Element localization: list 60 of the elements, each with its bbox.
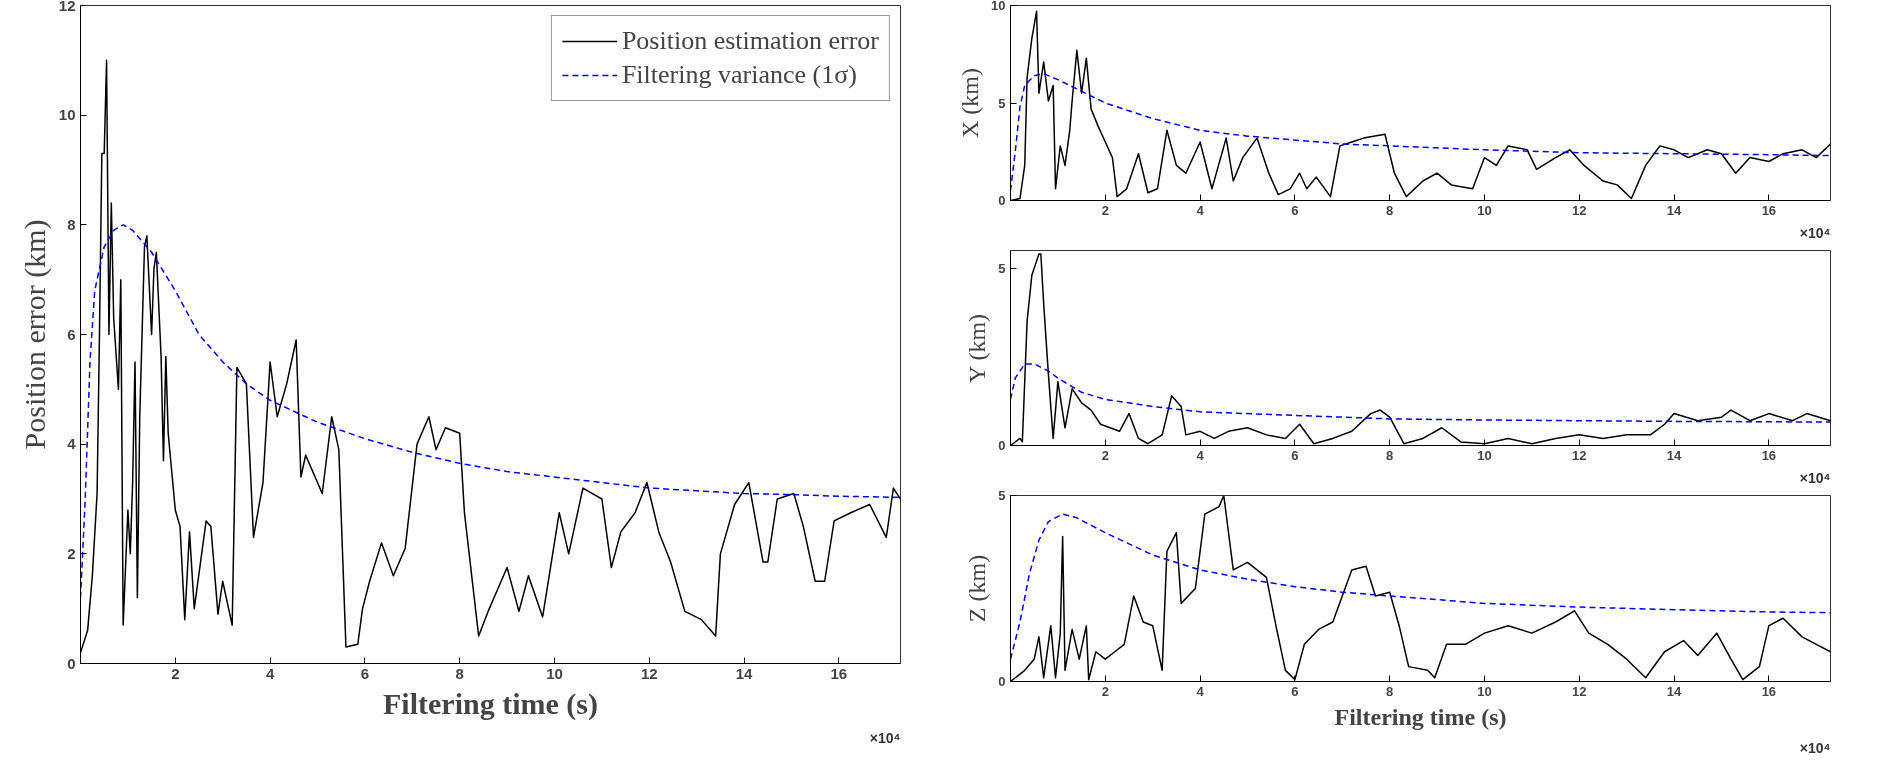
text: ×10⁴ — [1799, 224, 1831, 241]
y-tick-label: 0 — [998, 674, 1006, 689]
y-tick-label: 8 — [67, 215, 76, 233]
text: ×10⁴ — [869, 729, 901, 746]
x-tick-label: 2 — [1101, 683, 1109, 699]
y-tick-label: 0 — [998, 438, 1006, 453]
x-tick-label: 16 — [1761, 202, 1777, 218]
y-tick-label: 0 — [67, 654, 76, 672]
x-tick-label: 8 — [1386, 447, 1394, 463]
x-tick-label: 2 — [1101, 202, 1109, 218]
x-tick-label: 2 — [1101, 447, 1109, 463]
line-series — [1010, 513, 1831, 660]
y-axis-title: Position error (km) — [17, 219, 52, 450]
y-tick-label: 6 — [67, 325, 76, 343]
x-tick-label: 12 — [1572, 683, 1587, 699]
x-tick-label: 6 — [1291, 202, 1299, 218]
legend-label: Filtering variance (1σ) — [621, 60, 857, 90]
x-axis-title: Filtering time (s) — [1334, 703, 1507, 730]
x-axis-title: Filtering time (s) — [383, 686, 598, 721]
line-series — [1010, 73, 1831, 192]
x-tick-label: 8 — [1386, 683, 1394, 699]
x-tick-label: 4 — [1196, 447, 1205, 463]
x-tick-label: 6 — [1291, 447, 1299, 463]
y-tick-label: 0 — [998, 193, 1006, 208]
x-tick-label: 16 — [1761, 683, 1777, 699]
x-tick-label: 8 — [1386, 202, 1394, 218]
x-tick-label: 10 — [1477, 202, 1492, 218]
y-tick-label: 12 — [58, 0, 76, 14]
y-axis-title: X (km) — [957, 68, 984, 138]
x-tick-label: 16 — [1761, 447, 1777, 463]
y-tick-label: 10 — [58, 106, 76, 124]
y-axis-title: Z (km) — [964, 554, 991, 623]
legend-label: Position estimation error — [621, 26, 879, 56]
x-tick-label: 10 — [1477, 447, 1492, 463]
text: ×10⁴ — [1799, 469, 1831, 486]
x-tick-label: 2 — [171, 664, 180, 682]
x-tick-label: 4 — [1196, 202, 1205, 218]
y-tick-label: 10 — [991, 0, 1006, 13]
x-tick-label: 12 — [640, 664, 658, 682]
x-tick-label: 6 — [1291, 683, 1299, 699]
x-tick-label: 16 — [830, 664, 848, 682]
x-tick-label: 12 — [1572, 447, 1587, 463]
x-tick-label: 4 — [265, 664, 275, 682]
y-axis-title: Y (km) — [964, 313, 991, 383]
x-tick-label: 6 — [360, 664, 370, 682]
x-tick-label: 14 — [1666, 683, 1683, 699]
line-series — [1010, 363, 1831, 423]
y-tick-label: 2 — [67, 544, 76, 562]
x-tick-label: 14 — [1666, 202, 1683, 218]
x-tick-label: 14 — [1666, 447, 1683, 463]
text: ×10⁴ — [1799, 739, 1831, 756]
y-tick-label: 5 — [998, 260, 1006, 276]
x-tick-label: 14 — [735, 664, 754, 682]
y-tick-label: 5 — [998, 488, 1006, 503]
x-tick-label: 12 — [1572, 202, 1587, 218]
x-tick-label: 8 — [455, 664, 464, 682]
x-tick-label: 10 — [1477, 683, 1492, 699]
y-tick-label: 5 — [998, 95, 1006, 111]
x-tick-label: 4 — [1196, 683, 1205, 699]
x-tick-label: 10 — [546, 664, 563, 682]
